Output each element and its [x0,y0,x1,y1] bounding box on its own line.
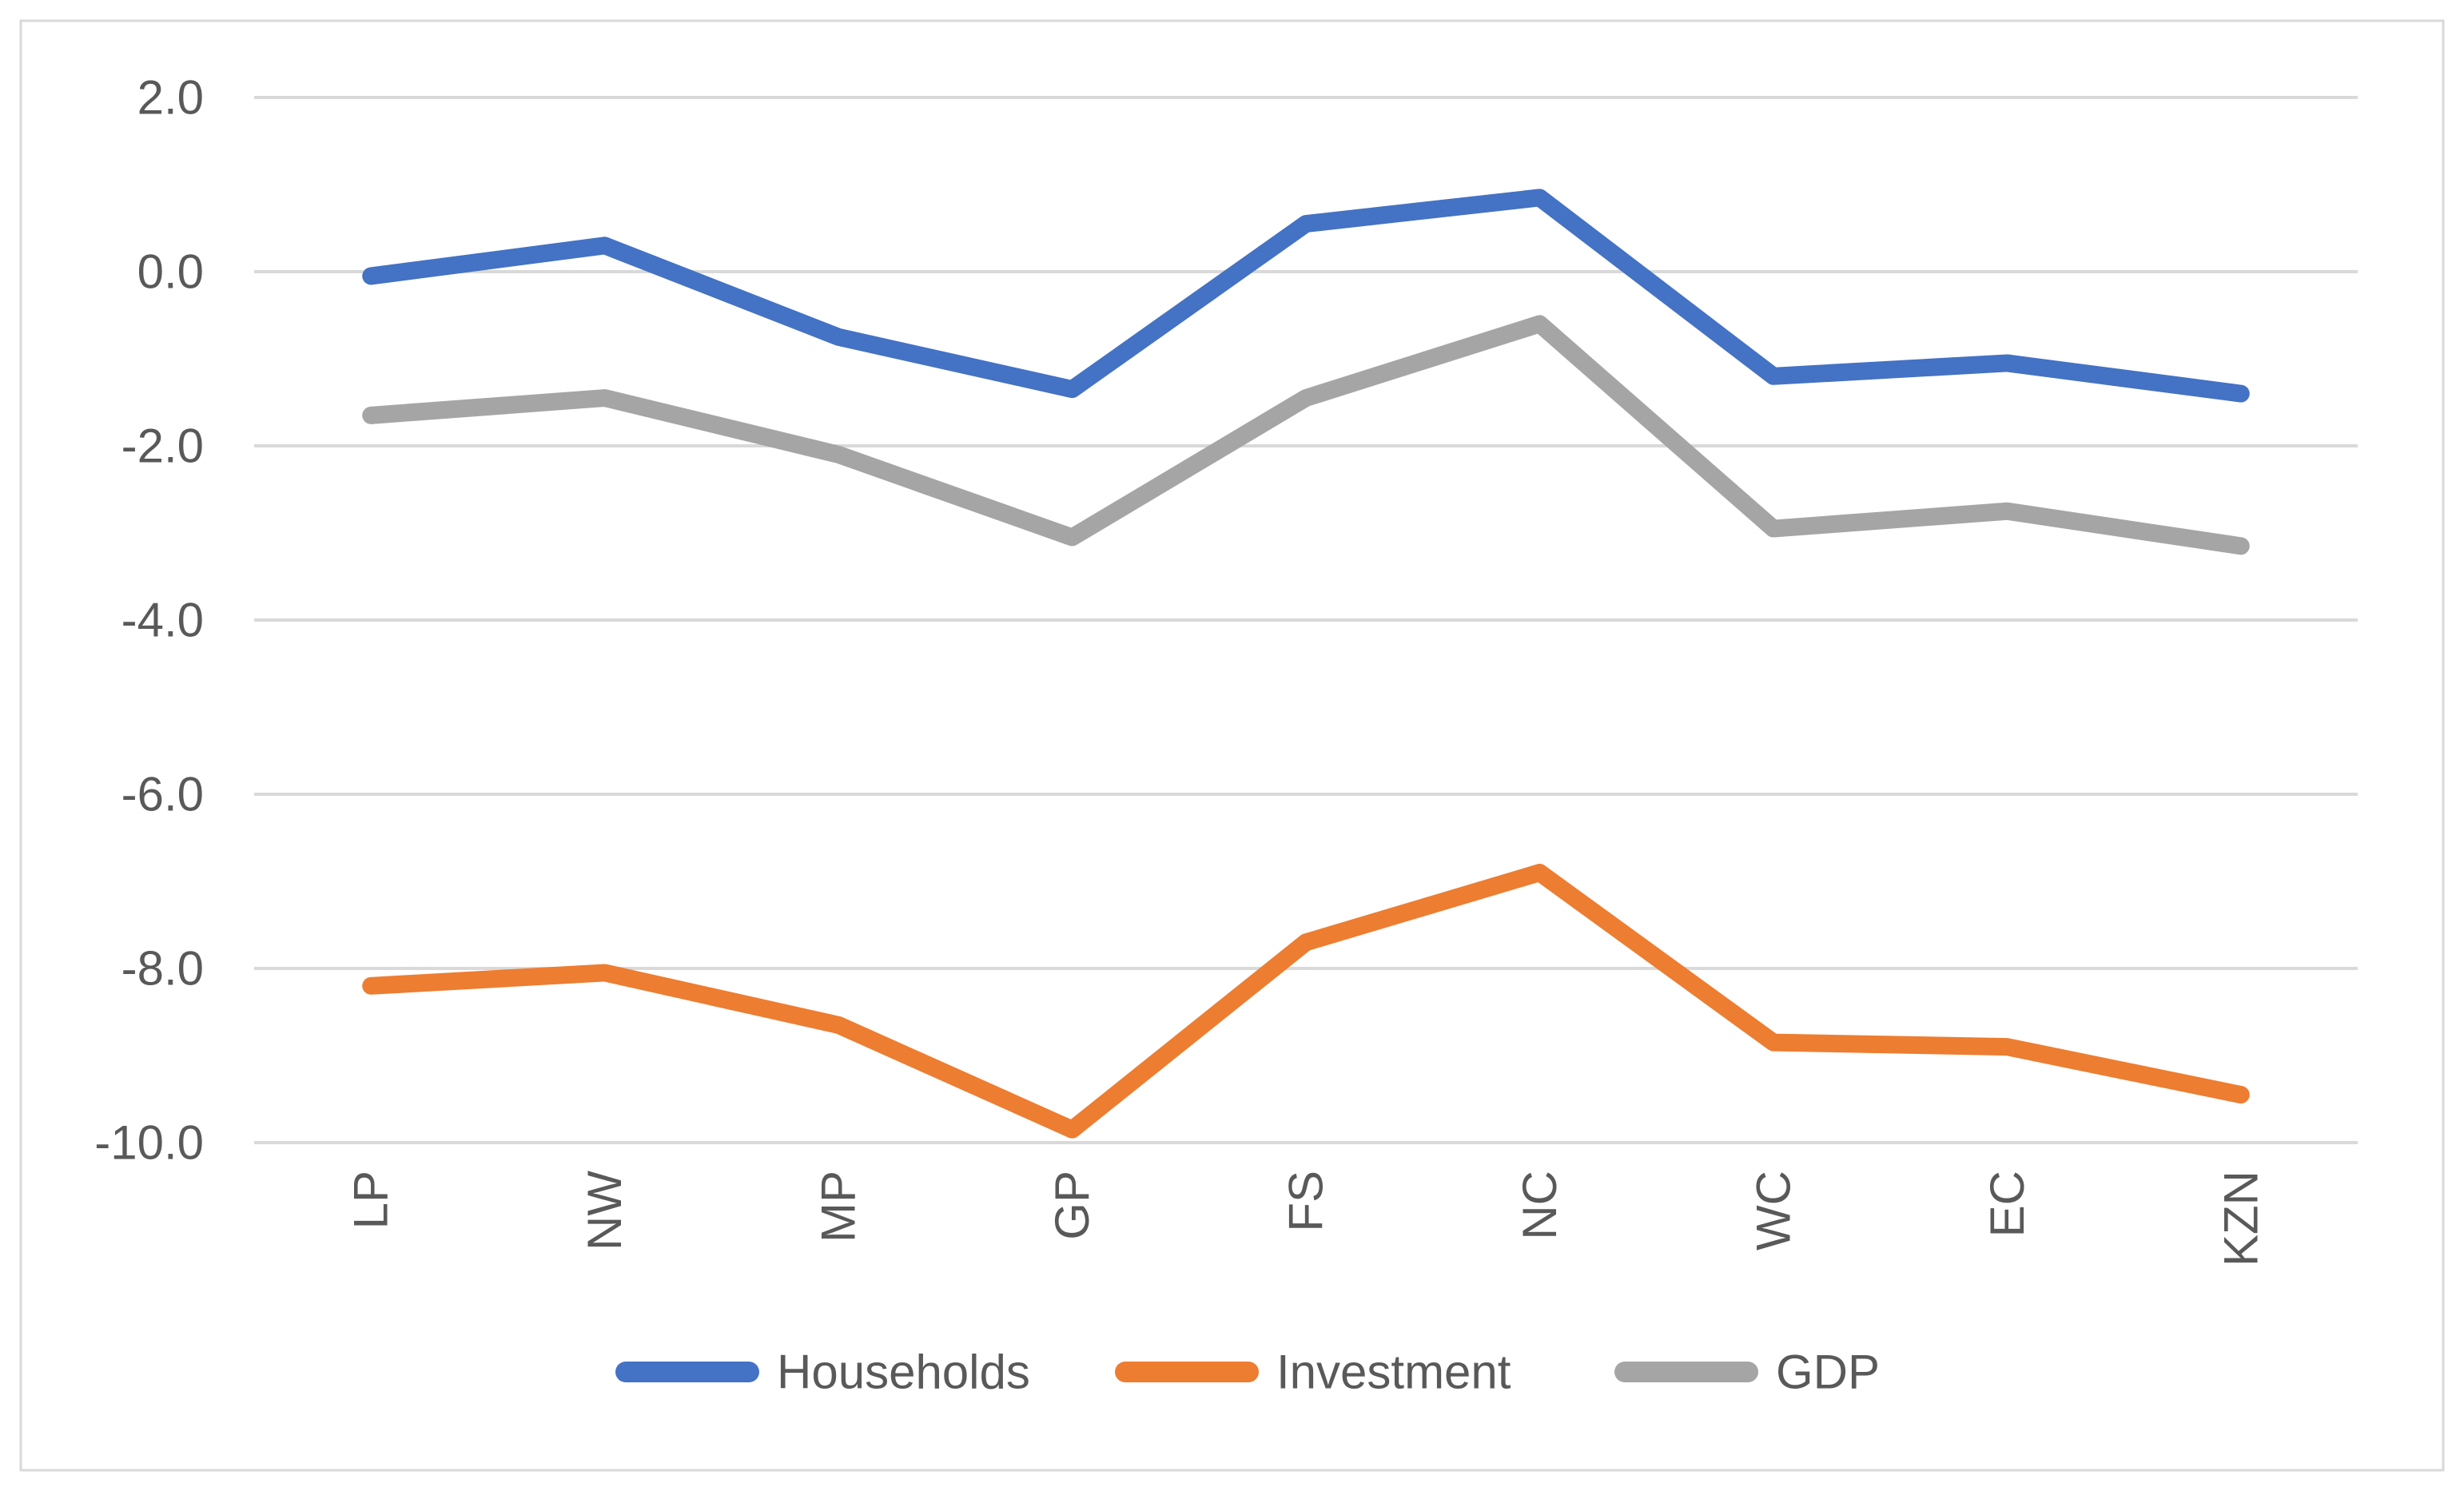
legend-label-gdp: GDP [1776,1346,1880,1399]
y-tick-label: -4.0 [121,594,204,647]
x-category-label: WC [1746,1171,1800,1250]
series-line-investment [362,864,2250,1139]
series-line-households [362,189,2250,403]
x-category-label: FS [1280,1171,1333,1232]
x-category-label: NW [578,1171,631,1250]
y-tick-label: -2.0 [121,419,204,473]
legend-label-investment: Investment [1276,1346,1511,1399]
chart-border [19,19,2445,1472]
y-tick-label: -6.0 [121,768,204,821]
series-line-gdp [362,315,2250,555]
legend-label-households: Households [777,1346,1030,1399]
y-tick-label: 0.0 [137,245,204,299]
x-category-label: MP [812,1171,866,1242]
y-tick-label: 2.0 [137,71,204,125]
x-category-label: EC [1980,1171,2034,1237]
x-category-label: KZN [2214,1171,2267,1266]
x-category-label: LP [344,1171,398,1229]
x-category-label: NC [1513,1171,1566,1240]
x-category-label: GP [1045,1171,1099,1240]
y-tick-label: -8.0 [121,942,204,996]
y-tick-label: -10.0 [94,1116,204,1170]
